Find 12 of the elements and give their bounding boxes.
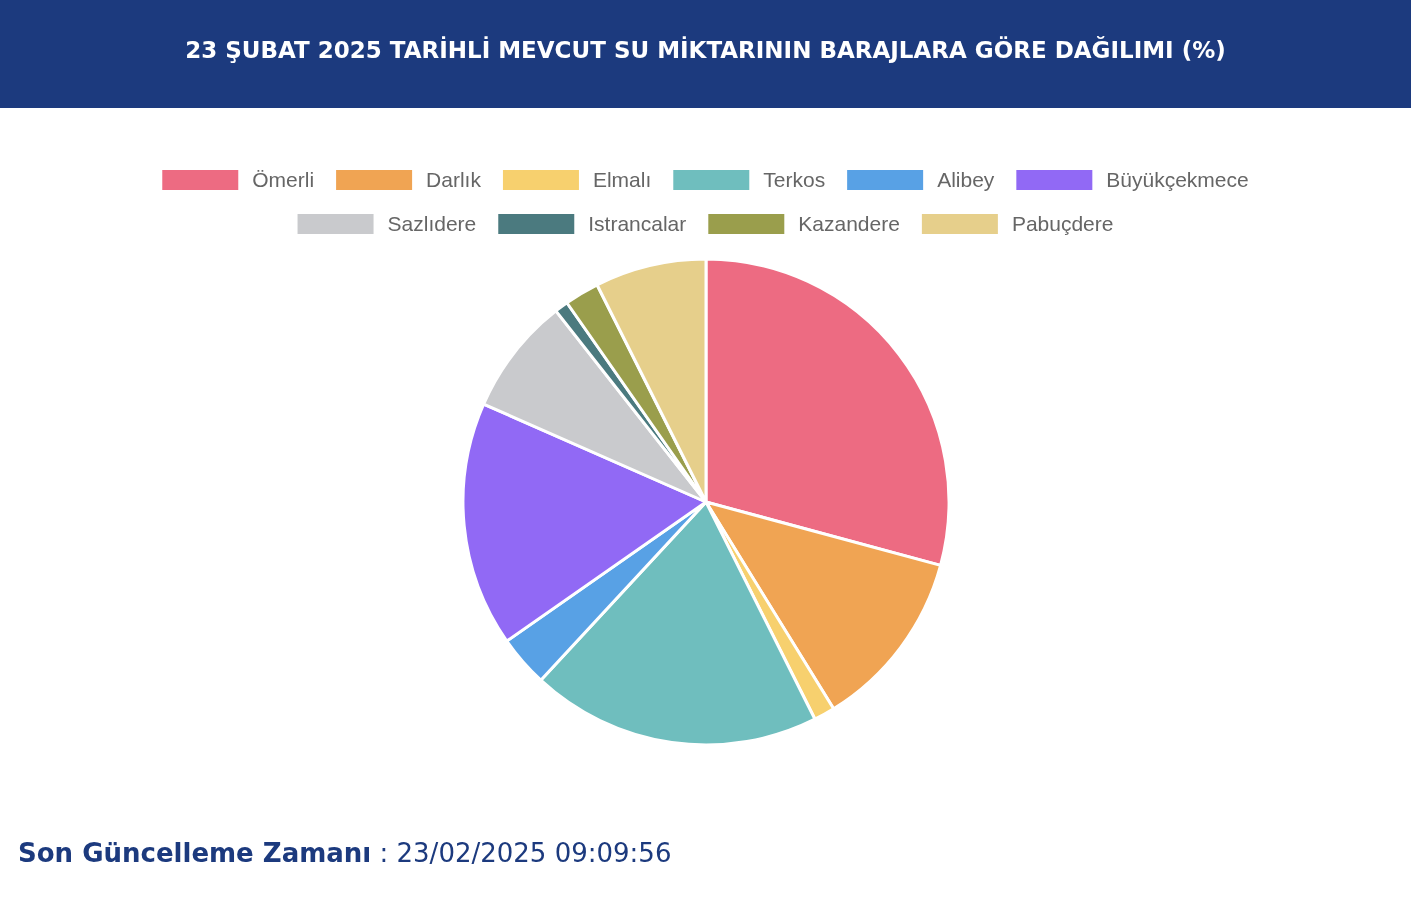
legend-label: Ömerli bbox=[252, 168, 315, 191]
legend-label: Terkos bbox=[763, 168, 826, 191]
legend-label: Kazandere bbox=[798, 212, 900, 235]
text: Son Güncelleme Zamanı : 23/02/2025 09:09:56 bbox=[18, 838, 672, 868]
legend-label: Darlık bbox=[426, 168, 482, 191]
legend-label: Alibey bbox=[937, 168, 995, 191]
legend-label: Sazlıdere bbox=[387, 212, 477, 235]
legend-label: Elmalı bbox=[592, 168, 652, 191]
legend-label: Istrancalar bbox=[588, 212, 687, 235]
legend-label: Pabuçdere bbox=[1011, 212, 1114, 235]
legend-label: Büyükçekmece bbox=[1106, 168, 1249, 191]
chart-title: 23 ŞUBAT 2025 TARİHLİ MEVCUT SU MİKTARININ BARAJLARA GÖRE DAĞILIMI (%) bbox=[185, 36, 1226, 63]
